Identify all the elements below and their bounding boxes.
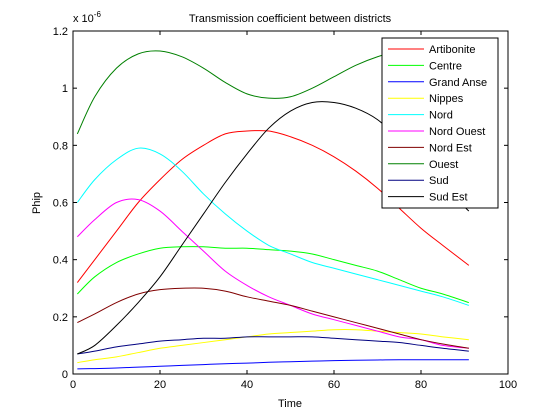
y-tick-label: 1 bbox=[62, 83, 68, 95]
y-exponent-base: x 10 bbox=[73, 13, 94, 25]
legend-label-nord-ouest: Nord Ouest bbox=[429, 126, 485, 138]
series-line-grand-anse bbox=[77, 359, 469, 370]
legend-label-sud: Sud bbox=[429, 175, 449, 187]
series-lines bbox=[76, 44, 470, 370]
y-tick-label: 0 bbox=[62, 369, 68, 381]
x-tick-label: 80 bbox=[415, 379, 427, 391]
y-tick-label: 0.4 bbox=[53, 255, 68, 267]
legend-label-grand-anse: Grand Anse bbox=[429, 77, 487, 89]
legend-label-sud-est: Sud Est bbox=[429, 192, 468, 204]
legend-box bbox=[381, 37, 499, 209]
y-exponent-power: -6 bbox=[94, 10, 102, 19]
series-line-sud bbox=[77, 336, 469, 355]
series-line-nord bbox=[76, 147, 470, 306]
series-line-nord-est bbox=[77, 287, 469, 349]
y-exponent-label: x 10-6 bbox=[73, 10, 101, 25]
legend-label-ouest: Ouest bbox=[429, 159, 458, 171]
y-tick-label: 0.6 bbox=[53, 198, 68, 210]
x-axis-title: Time bbox=[278, 398, 302, 410]
legend-label-nord-est: Nord Est bbox=[429, 142, 472, 154]
legend-label-centre: Centre bbox=[429, 60, 462, 72]
x-tick-label: 40 bbox=[241, 379, 253, 391]
chart-title: Transmission coefficient between distric… bbox=[189, 13, 392, 25]
y-tick-label: 0.2 bbox=[53, 312, 68, 324]
x-tick-label: 0 bbox=[70, 379, 76, 391]
series-line-nord-ouest bbox=[76, 198, 469, 349]
legend-label-artibonite: Artibonite bbox=[429, 44, 475, 56]
legend-label-nord: Nord bbox=[429, 110, 453, 122]
legend-label-nippes: Nippes bbox=[429, 93, 464, 105]
x-tick-label: 60 bbox=[328, 379, 340, 391]
legend: Artibonite Centre Grand Anse Nippes Nord Nord… bbox=[381, 37, 499, 209]
y-axis-title: Phip bbox=[31, 192, 43, 214]
y-tick-label: 0.8 bbox=[53, 140, 68, 152]
y-tick-label: 1.2 bbox=[53, 26, 68, 38]
series-line-centre bbox=[76, 246, 470, 304]
x-tick-label: 100 bbox=[499, 379, 517, 391]
x-tick-label: 20 bbox=[154, 379, 166, 391]
series-line-nippes bbox=[77, 329, 469, 364]
